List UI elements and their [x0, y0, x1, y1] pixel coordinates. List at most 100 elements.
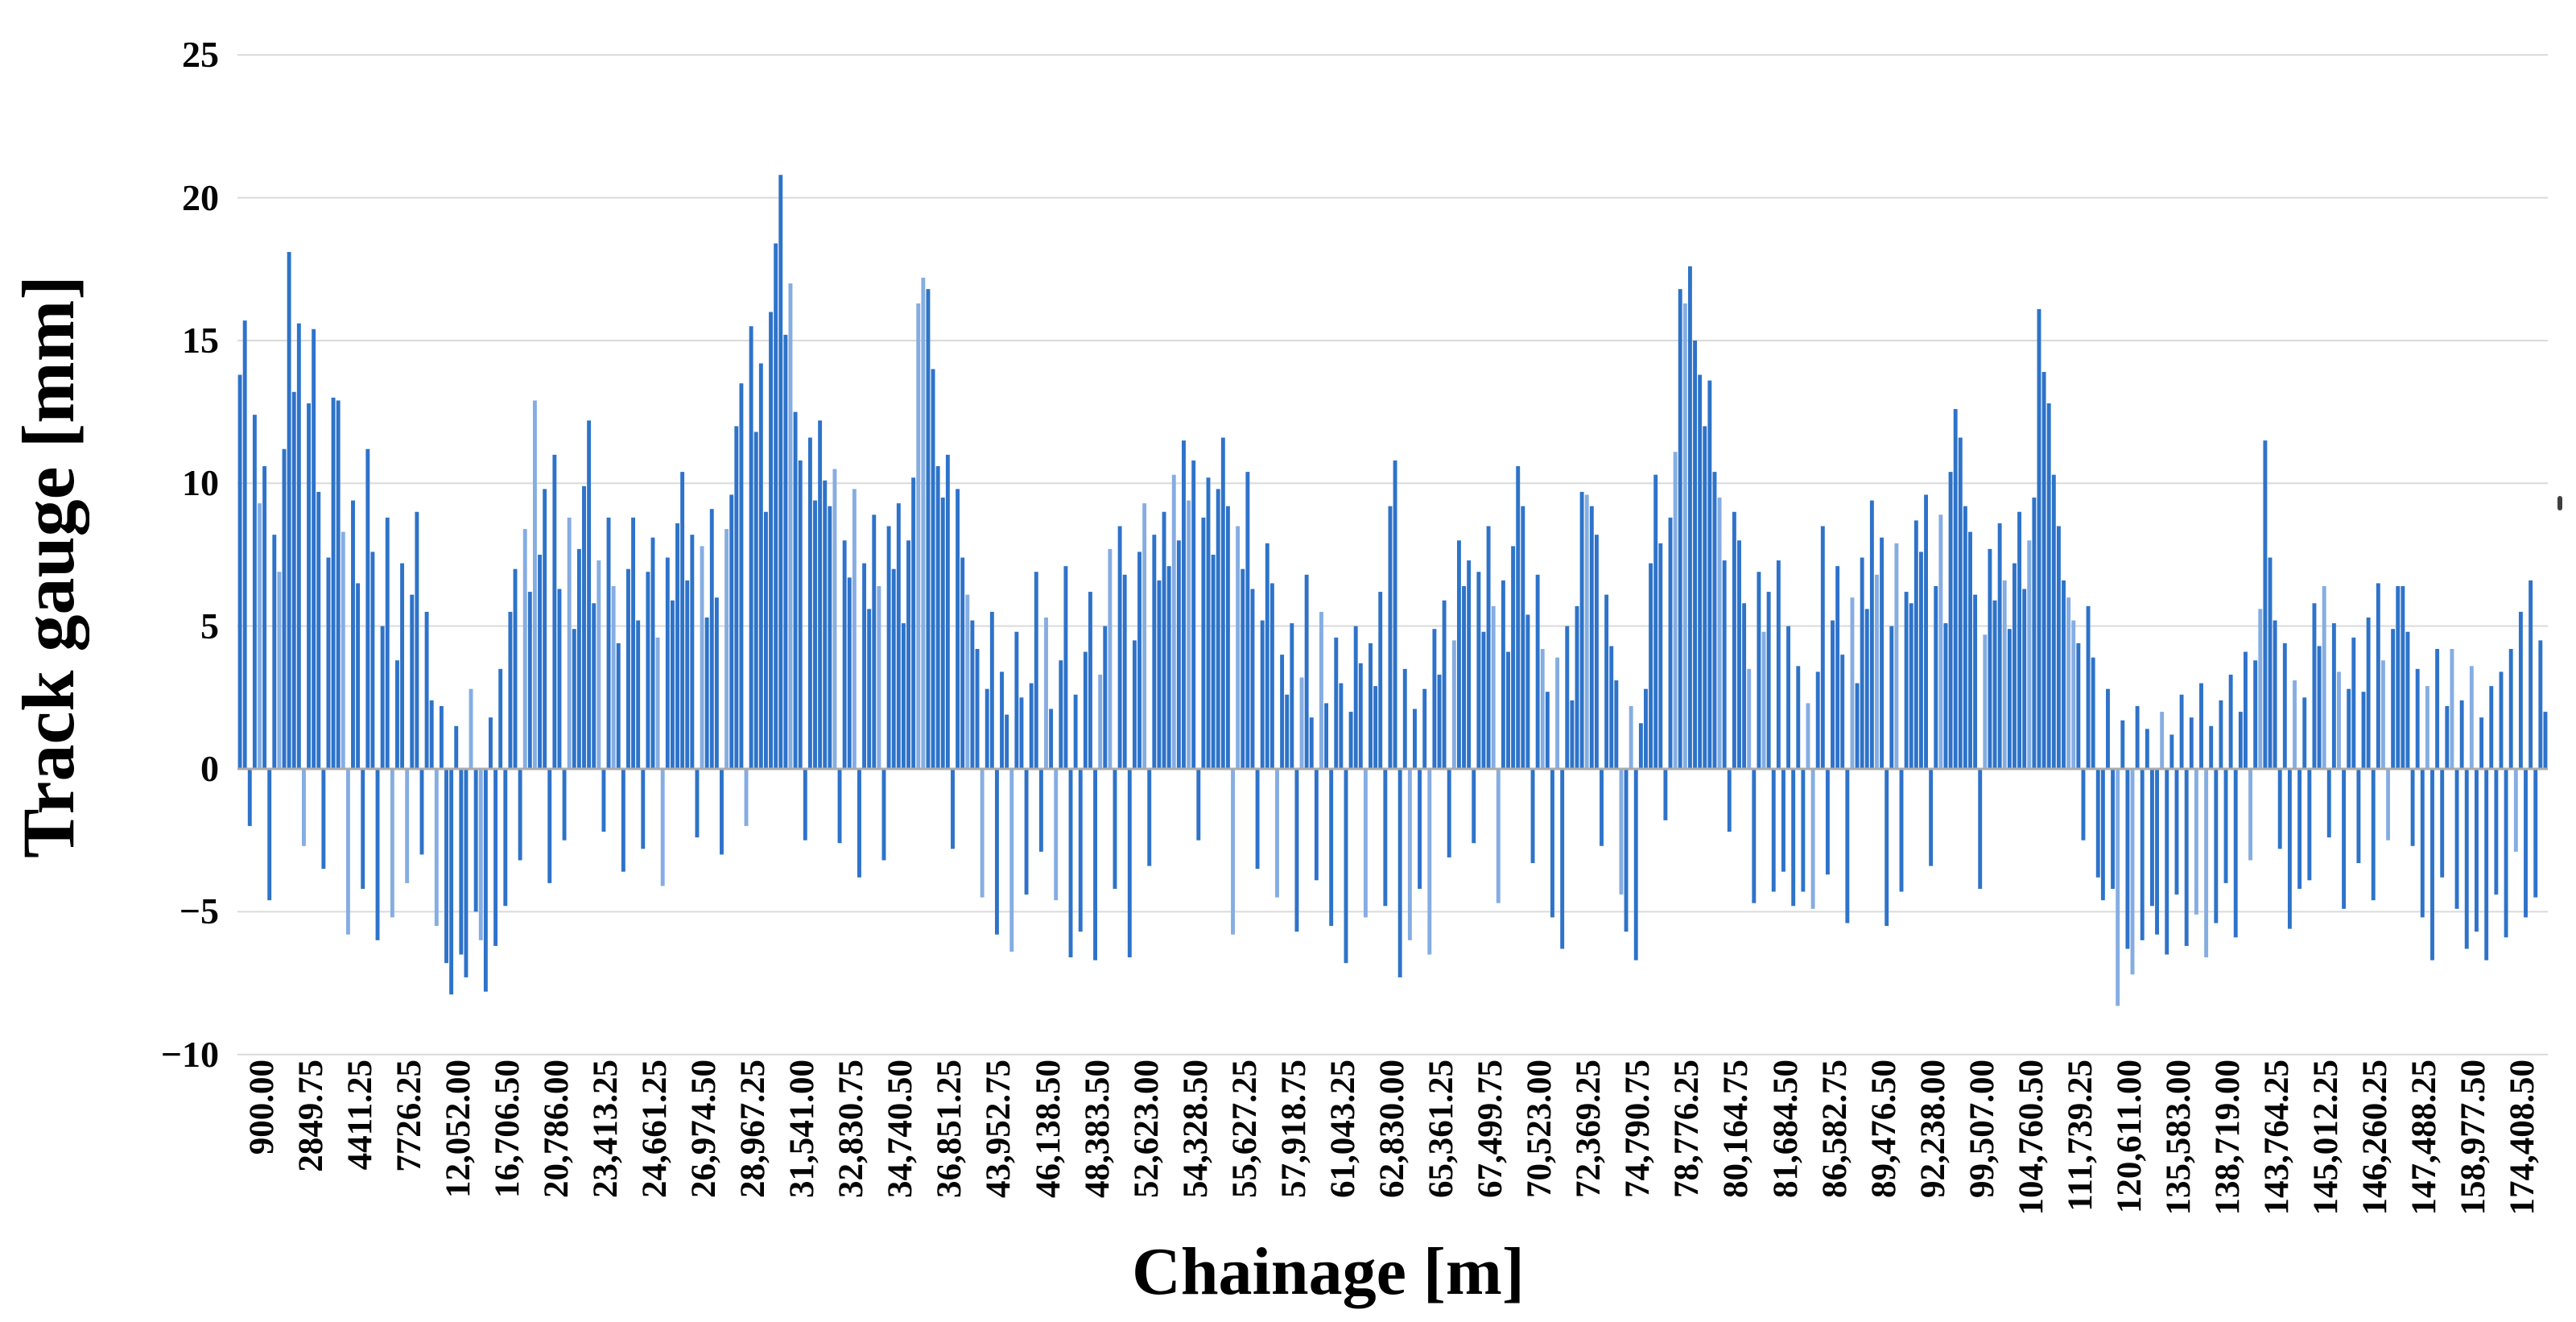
x-tick-label: 16,706.50: [488, 1060, 526, 1198]
bar: [1732, 511, 1736, 769]
x-tick-label: 2849.75: [291, 1060, 330, 1172]
x-tick-label: 174,408.50: [2504, 1060, 2542, 1216]
bar: [498, 668, 503, 769]
bar: [655, 637, 660, 769]
bar: [837, 769, 842, 844]
bar: [242, 320, 247, 769]
bar: [1889, 626, 1894, 769]
bar: [597, 560, 601, 769]
bar: [513, 568, 518, 769]
bar: [665, 557, 670, 769]
bar: [2425, 686, 2429, 769]
bar: [2095, 769, 2100, 878]
bar: [680, 472, 685, 769]
bar: [749, 326, 753, 770]
bar: [1334, 637, 1339, 769]
bar: [2302, 697, 2307, 769]
bar: [424, 611, 429, 769]
x-tick-label: 158,977.50: [2454, 1060, 2493, 1216]
y-tick-label: 5: [200, 605, 219, 647]
bar: [2322, 585, 2326, 769]
bar: [400, 563, 405, 769]
bar: [1442, 600, 1447, 769]
bar: [2076, 642, 2081, 769]
x-tick-label: 74,790.75: [1619, 1060, 1657, 1198]
bar: [2326, 769, 2331, 838]
bar: [2356, 769, 2361, 864]
bar: [1034, 572, 1038, 769]
bar: [1953, 409, 1958, 769]
bar: [2022, 589, 2027, 769]
x-tick-label: 78,776.25: [1668, 1060, 1707, 1198]
bar: [2219, 700, 2223, 769]
x-tick-label: 54,328.50: [1176, 1060, 1215, 1198]
bar: [2116, 769, 2120, 1006]
bar: [1255, 769, 1260, 870]
bar: [1418, 769, 1422, 889]
bar: [857, 769, 861, 878]
bar: [1929, 769, 1934, 866]
x-tick-label: 12,052.00: [439, 1060, 477, 1198]
bar: [1250, 589, 1255, 769]
x-tick-label: 81,684.50: [1766, 1060, 1805, 1198]
bar: [1530, 769, 1535, 864]
bar: [1997, 523, 2002, 769]
bar: [793, 411, 798, 770]
bar: [576, 548, 581, 769]
bar: [1481, 631, 1486, 769]
bar: [390, 769, 394, 918]
x-tick-label: 23,413.25: [586, 1060, 625, 1198]
bar: [714, 597, 719, 769]
bar: [601, 769, 606, 832]
bar: [1491, 605, 1496, 769]
bar: [2529, 580, 2533, 769]
bar: [2538, 640, 2543, 769]
bar: [616, 642, 621, 769]
bar: [807, 437, 812, 769]
bar: [2420, 769, 2425, 918]
bar: [587, 420, 592, 769]
x-tick-label: 111,739.25: [2061, 1060, 2099, 1212]
x-tick-label: 67,499.75: [1472, 1060, 1510, 1198]
bar: [395, 660, 399, 769]
bar: [935, 466, 940, 769]
x-tick-label: 145,012.25: [2307, 1060, 2346, 1216]
bar: [552, 454, 557, 769]
bar: [1825, 769, 1830, 875]
bar: [1786, 626, 1791, 769]
bar: [2238, 712, 2243, 769]
bar: [2056, 526, 2061, 769]
bar: [336, 400, 341, 769]
bar: [1747, 668, 1752, 769]
bar: [2518, 611, 2523, 769]
bar: [1397, 769, 1402, 977]
bar: [252, 415, 257, 769]
bar: [527, 592, 532, 769]
x-tick-label: 99,507.00: [1963, 1060, 2001, 1198]
bar: [1113, 769, 1117, 889]
bar: [1201, 517, 1206, 769]
bar: [2032, 498, 2037, 769]
bar: [1584, 494, 1589, 769]
bar: [813, 500, 817, 769]
bar: [1840, 655, 1845, 769]
bar: [1988, 548, 1992, 769]
bar: [296, 323, 301, 769]
bar: [1521, 506, 1525, 769]
bar: [1122, 574, 1127, 769]
bar: [1024, 769, 1029, 895]
bar: [1668, 517, 1673, 769]
bar: [1000, 671, 1004, 769]
x-tick-label: 55,627.25: [1225, 1060, 1264, 1198]
y-tick-label: 25: [182, 34, 219, 76]
bar: [1658, 543, 1663, 769]
bar: [916, 303, 921, 770]
bar: [1456, 540, 1461, 769]
bar: [2307, 769, 2312, 881]
x-tick-label: 7726.25: [390, 1060, 428, 1172]
bar: [1555, 657, 1560, 769]
x-tick-label: 20,786.00: [537, 1060, 576, 1198]
bar: [2273, 620, 2277, 769]
bar: [2347, 688, 2351, 769]
bar: [896, 503, 901, 769]
